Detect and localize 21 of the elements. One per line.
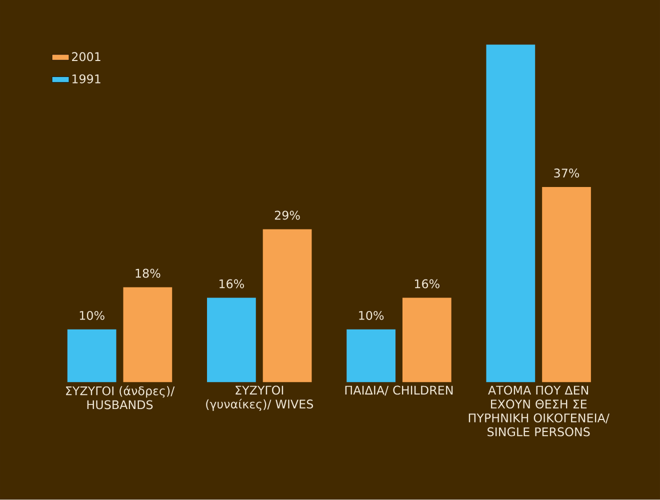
bar	[486, 44, 536, 382]
data-label: 10%	[80, 311, 104, 320]
data-label: 37%	[554, 168, 580, 178]
bar	[402, 298, 452, 382]
bar	[123, 287, 172, 382]
x-tick-label: ΑΤΟΜΑ ΠΟΥ ΔΕΝ ΕΧΟΥΝ ΘΕΣΗ ΣΕ ΠΥΡΗΝΙΚΗ ΟΙΚΟΓΕΝΕΙΑ/ SINGLE PERSONS	[468, 386, 610, 437]
data-label: 18%	[136, 268, 160, 278]
bar	[67, 330, 116, 382]
x-tick-label: ΣΥΖΥΓΟΙ (γυναίκες)/ WIVES	[206, 386, 314, 412]
data-label: 29%	[274, 210, 300, 220]
data-label: 10%	[359, 311, 384, 320]
legend-label: 1991	[72, 74, 100, 84]
bar	[542, 187, 591, 382]
data-label: 16%	[220, 280, 244, 289]
x-tick-label: ΠΑΙΔΙΑ/ CHILDREN	[345, 386, 453, 396]
x-tick-label: ΣΥΖΥΓΟΙ (άνδρες)/ HUSBANDS	[66, 386, 175, 410]
bar	[207, 298, 256, 382]
data-label: 16%	[414, 280, 440, 289]
legend-label: 2001	[72, 52, 100, 62]
bar	[346, 330, 396, 382]
bar	[262, 229, 312, 382]
